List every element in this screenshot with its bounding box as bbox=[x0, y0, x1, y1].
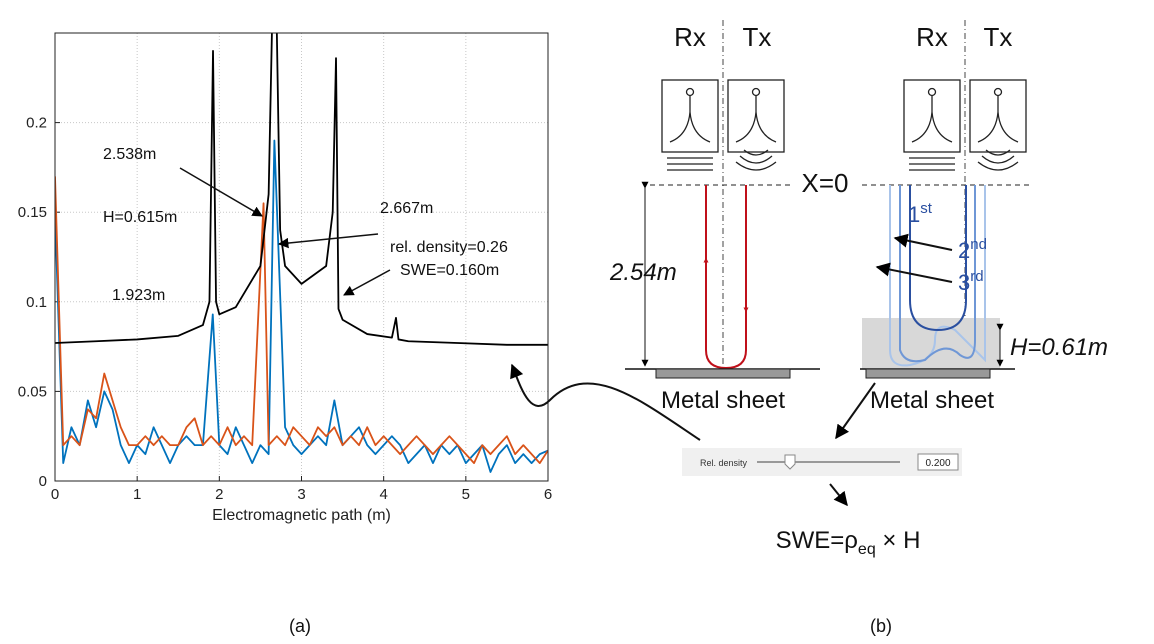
x-tick-label: 3 bbox=[297, 486, 305, 503]
echo-paths bbox=[889, 185, 986, 367]
echo-number: 1 bbox=[908, 202, 920, 227]
antenna-label: Rx bbox=[916, 22, 948, 52]
antennas bbox=[661, 79, 1027, 171]
slider-thumb[interactable] bbox=[784, 454, 796, 470]
y-tick-label: 0.1 bbox=[26, 294, 47, 311]
x-tick-label: 6 bbox=[544, 486, 552, 503]
y-tick-label: 0.15 bbox=[18, 204, 47, 221]
y-tick-label: 0 bbox=[39, 473, 47, 490]
x-tick-label: 5 bbox=[462, 486, 470, 503]
data-line bbox=[55, 33, 548, 346]
reference-label: X=0 bbox=[802, 168, 849, 198]
echo-label: 1st bbox=[908, 200, 933, 227]
annotation: H=0.615m bbox=[103, 209, 177, 226]
x-tick-label: 0 bbox=[51, 486, 59, 503]
slider-label: Rel. density bbox=[700, 458, 748, 468]
echo-suffix: st bbox=[920, 200, 933, 217]
series-group bbox=[55, 33, 548, 473]
antenna-label: Rx bbox=[674, 22, 706, 52]
diagram: Rx Tx Rx Tx X=0 2.54m Metal shee bbox=[510, 20, 1108, 558]
x-tick-label: 1 bbox=[133, 486, 141, 503]
x-tick-label: 2 bbox=[215, 486, 223, 503]
echo-arrow bbox=[875, 262, 953, 283]
annotation: 2.667m bbox=[380, 200, 433, 217]
annotation: 2.538m bbox=[103, 146, 156, 163]
slider-input[interactable] bbox=[917, 453, 959, 471]
metal-sheet bbox=[865, 368, 991, 379]
annotation-arrow bbox=[179, 167, 263, 217]
annotation-arrow bbox=[277, 233, 379, 249]
formula: SWE=ρeq × H bbox=[776, 527, 921, 558]
slider-value: 0.200 bbox=[925, 458, 950, 469]
y-tick-label: 0.2 bbox=[26, 115, 47, 132]
echo-number: 3 bbox=[958, 270, 970, 295]
height-label: H=0.61m bbox=[1010, 334, 1108, 361]
y-tick-label: 0.05 bbox=[18, 383, 47, 400]
link-arrow bbox=[510, 363, 701, 441]
echo-number: 2 bbox=[958, 238, 970, 263]
echo-arrow bbox=[893, 233, 953, 251]
formula-sub: eq bbox=[858, 541, 876, 558]
plate-label: Metal sheet bbox=[870, 387, 994, 414]
antenna-label: Tx bbox=[743, 22, 772, 52]
flow-arrow bbox=[829, 483, 848, 507]
formula-part: SWE=ρ bbox=[776, 527, 858, 554]
x-tick-label: 4 bbox=[379, 486, 387, 503]
antenna-label: Tx bbox=[984, 22, 1013, 52]
echo-label: 2nd bbox=[958, 236, 987, 263]
signal-path bbox=[705, 185, 747, 370]
data-line bbox=[55, 176, 548, 464]
plate-label: Metal sheet bbox=[661, 387, 785, 414]
distance-label: 2.54m bbox=[609, 259, 677, 286]
formula-part: × H bbox=[876, 527, 921, 554]
metal-sheet bbox=[655, 368, 791, 379]
annotation: SWE=0.160m bbox=[400, 262, 499, 279]
flow-arrow bbox=[835, 382, 876, 440]
annotation: rel. density=0.26 bbox=[390, 239, 508, 256]
x-axis-label: Electromagnetic path (m) bbox=[212, 507, 391, 524]
plot-area: 0 1 2 3 4 5 6 0 0.05 0.1 0.15 0.2 Electromagnetic pa… bbox=[18, 32, 552, 524]
panel-label: (a) bbox=[289, 616, 311, 636]
echo-suffix: nd bbox=[970, 236, 987, 253]
echo-label: 3rd bbox=[958, 268, 984, 295]
panel-label: (b) bbox=[870, 616, 892, 636]
snow-layer bbox=[862, 318, 1000, 369]
plot-background bbox=[55, 33, 548, 481]
plot-frame bbox=[54, 32, 549, 482]
annotation-arrow bbox=[343, 269, 391, 296]
echo-suffix: rd bbox=[970, 268, 983, 285]
annotation: 1.923m bbox=[112, 287, 165, 304]
